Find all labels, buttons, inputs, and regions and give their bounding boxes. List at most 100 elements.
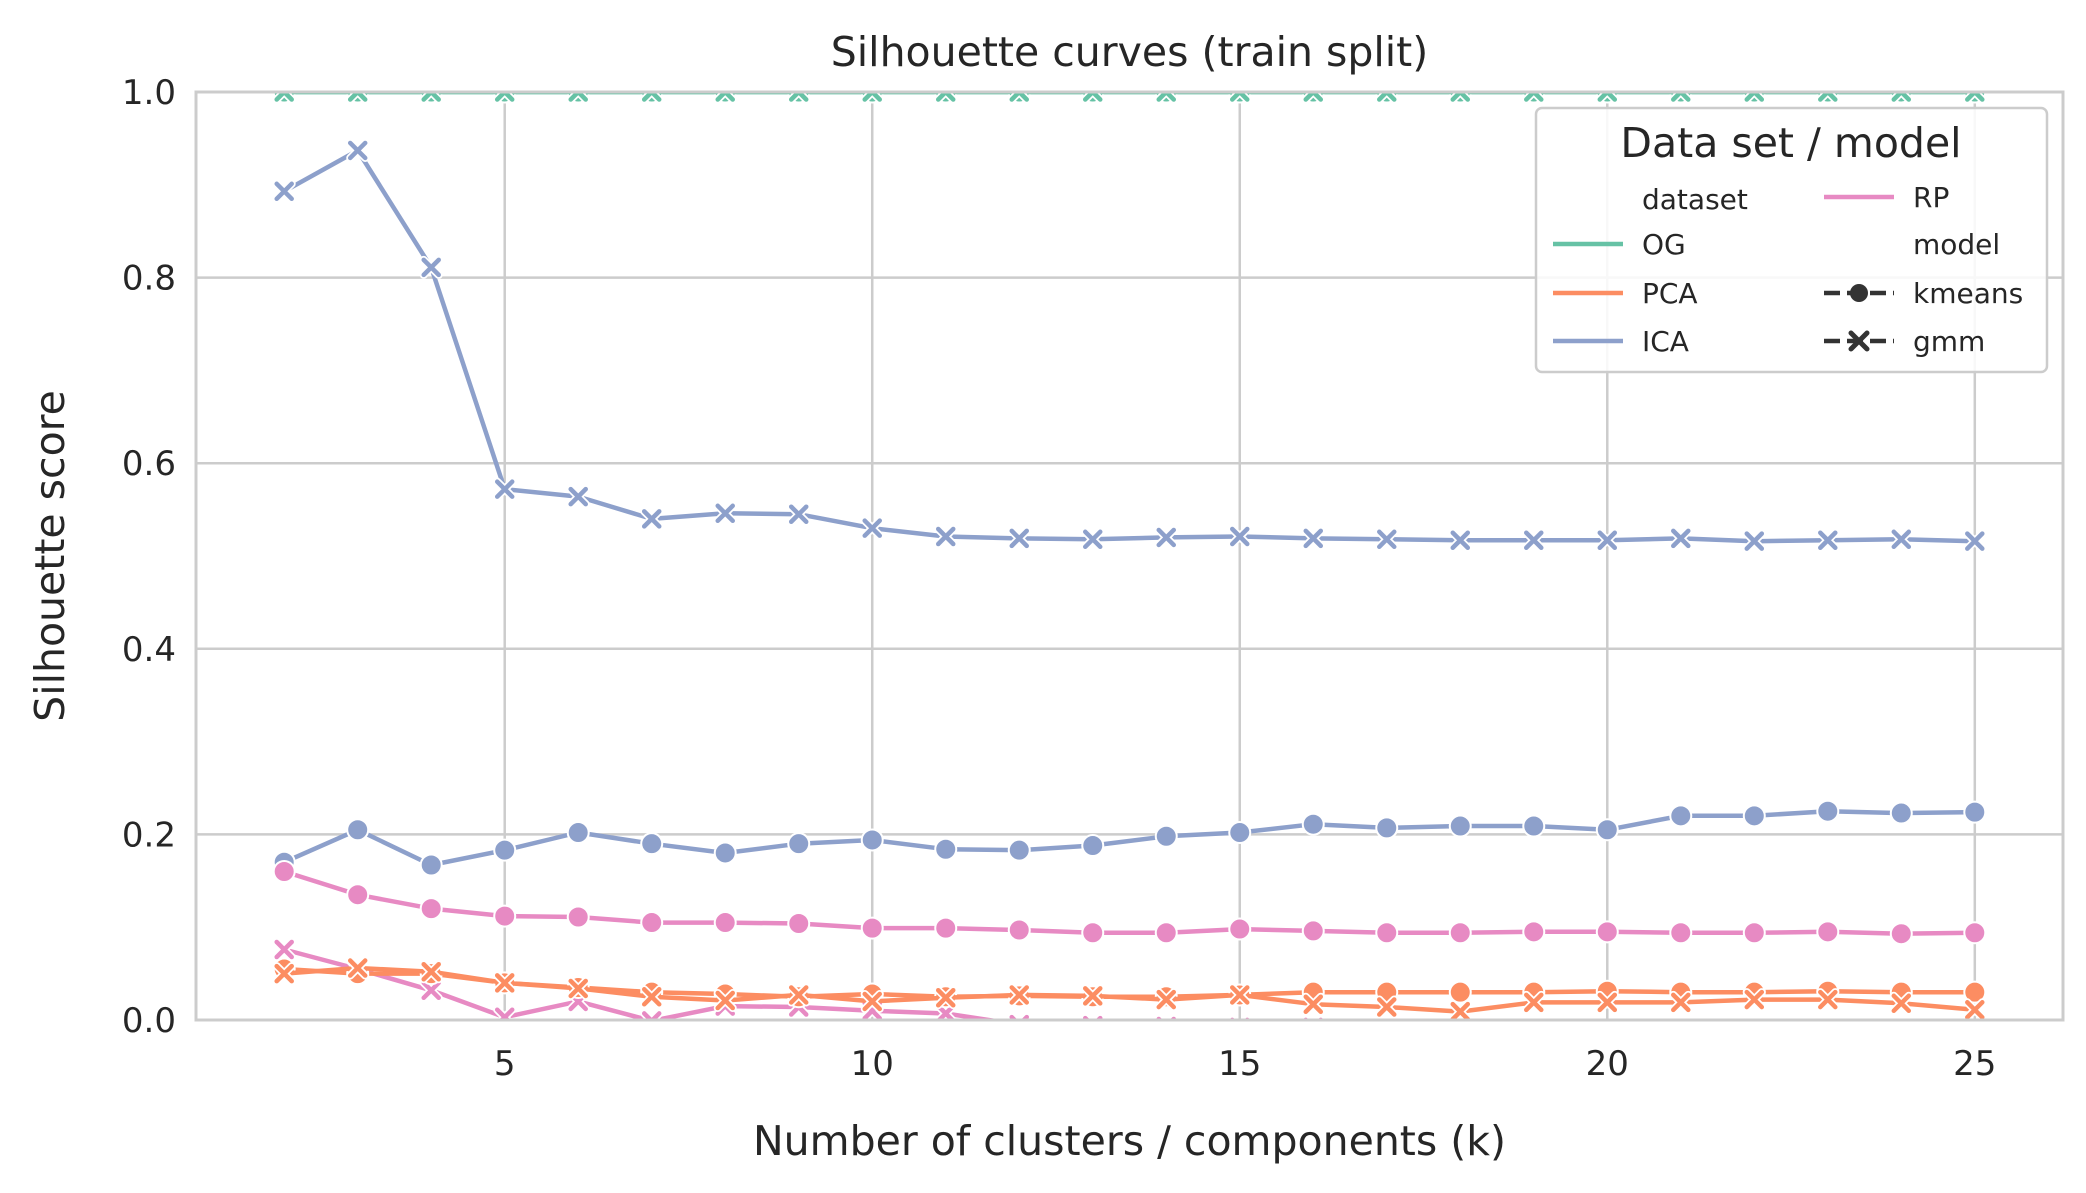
data-point-ica-kmeans — [1889, 801, 1913, 825]
data-point-rp-kmeans — [1816, 920, 1840, 944]
legend-label-pca: PCA — [1642, 277, 1698, 310]
data-point-og-gmm — [566, 92, 590, 104]
data-point-rp-kmeans — [1228, 917, 1252, 941]
x-tick-label: 25 — [1953, 1044, 1996, 1084]
data-point-ica-kmeans — [346, 818, 370, 842]
data-point-ica-kmeans — [1228, 821, 1252, 845]
data-point-rp-kmeans — [1669, 921, 1693, 945]
data-point-rp-kmeans — [1522, 920, 1546, 944]
data-point-og-gmm — [1669, 92, 1693, 104]
data-point-ica-gmm — [1816, 528, 1840, 552]
data-point-rp-gmm — [493, 1005, 517, 1020]
legend-box — [1534, 106, 2049, 374]
data-point-og-gmm — [1816, 92, 1840, 104]
data-point-rp-kmeans — [713, 911, 737, 935]
legend-label-rp: RP — [1913, 181, 1949, 214]
data-point-ica-gmm — [1375, 527, 1399, 551]
data-point-ica-kmeans — [1963, 800, 1987, 824]
y-tick-label: 1.0 — [122, 73, 176, 113]
data-point-rp-gmm — [640, 1009, 664, 1020]
data-point-rp-kmeans — [1963, 921, 1987, 945]
data-point-rp-kmeans — [640, 911, 664, 935]
legend-header-model: model — [1913, 228, 2000, 261]
tick-labels: 5 10 15 20 25 0.0 0.2 0.4 0.6 0.8 1.0 — [122, 73, 1997, 1084]
x-tick-label: 20 — [1586, 1044, 1629, 1084]
data-point-ica-gmm — [787, 502, 811, 526]
data-point-rp-kmeans — [1448, 921, 1472, 945]
data-point-ica-kmeans — [493, 838, 517, 862]
data-point-ica-kmeans — [1816, 799, 1840, 823]
data-point-og-gmm — [493, 92, 517, 104]
data-point-ica-gmm — [346, 138, 370, 162]
data-point-og-gmm — [860, 92, 884, 104]
data-point-rp-kmeans — [1154, 921, 1178, 945]
data-point-og-gmm — [1375, 92, 1399, 104]
data-point-ica-gmm — [934, 525, 958, 549]
data-point-rp-kmeans — [1301, 919, 1325, 943]
data-point-pca-gmm — [1595, 990, 1619, 1014]
data-point-og-gmm — [1007, 92, 1031, 104]
data-point-pca-kmeans — [1448, 980, 1472, 1004]
legend-marker-gmm — [1848, 330, 1870, 352]
data-point-ica-gmm — [1007, 526, 1031, 550]
data-point-rp-kmeans — [860, 916, 884, 940]
data-point-pca-gmm — [1375, 995, 1399, 1019]
data-point-ica-kmeans — [1595, 818, 1619, 842]
series-line-ica-kmeans — [283, 808, 1975, 868]
legend-label-kmeans: kmeans — [1913, 277, 2023, 310]
data-point-pca-gmm — [860, 989, 884, 1013]
data-point-rp-kmeans — [1081, 921, 1105, 945]
data-point-ica-gmm — [1742, 529, 1766, 553]
data-point-ica-gmm — [860, 516, 884, 540]
data-point-og-gmm — [934, 92, 958, 104]
data-point-pca-gmm — [1816, 988, 1840, 1012]
data-point-og-gmm — [1742, 92, 1766, 104]
data-point-rp-gmm — [419, 978, 443, 1002]
data-point-ica-gmm — [493, 477, 517, 501]
data-point-og-gmm — [1301, 92, 1325, 104]
x-tick-label: 15 — [1218, 1044, 1261, 1084]
data-point-rp-kmeans — [787, 911, 811, 935]
data-point-ica-kmeans — [713, 841, 737, 865]
data-point-og-gmm — [1595, 92, 1619, 104]
data-point-ica-kmeans — [1375, 816, 1399, 840]
plot-frame — [194, 90, 2065, 1022]
data-point-rp-kmeans — [566, 905, 590, 929]
data-point-og-gmm — [1963, 92, 1987, 104]
legend-marker-kmeans — [1850, 284, 1868, 302]
data-point-pca-gmm — [566, 976, 590, 1000]
data-point-og-gmm — [640, 92, 664, 104]
chart-title: Silhouette curves (train split) — [831, 28, 1428, 76]
data-point-pca-gmm — [713, 989, 737, 1013]
data-point-og-gmm — [1889, 92, 1913, 104]
data-point-pca-gmm — [1228, 983, 1252, 1007]
y-tick-label: 0.8 — [122, 259, 176, 299]
data-point-ica-gmm — [640, 507, 664, 531]
data-point-pca-gmm — [493, 971, 517, 995]
legend-title: Data set / model — [1620, 119, 1961, 167]
data-point-rp-kmeans — [1595, 920, 1619, 944]
data-point-og-gmm — [346, 92, 370, 104]
data-point-pca-gmm — [1742, 988, 1766, 1012]
series-layer — [272, 92, 1987, 1020]
data-point-ica-kmeans — [1448, 814, 1472, 838]
data-point-rp-kmeans — [346, 883, 370, 907]
series-line-pca-gmm — [284, 965, 1975, 1014]
data-point-og-gmm — [1081, 92, 1105, 104]
data-point-ica-gmm — [1522, 528, 1546, 552]
data-point-ica-gmm — [566, 485, 590, 509]
data-point-ica-kmeans — [934, 837, 958, 861]
data-point-ica-gmm — [272, 179, 296, 203]
data-point-ica-kmeans — [640, 832, 664, 856]
y-tick-label: 0.2 — [122, 815, 176, 855]
data-point-og-gmm — [419, 92, 443, 104]
data-point-rp-kmeans — [1889, 922, 1913, 946]
data-point-rp-kmeans — [934, 916, 958, 940]
data-point-pca-gmm — [272, 962, 296, 986]
data-point-og-gmm — [1522, 92, 1546, 104]
data-point-ica-gmm — [1301, 526, 1325, 550]
x-axis-label: Number of clusters / components (k) — [753, 1117, 1506, 1165]
data-point-rp-gmm — [272, 937, 296, 961]
data-point-og-gmm — [1228, 92, 1252, 104]
